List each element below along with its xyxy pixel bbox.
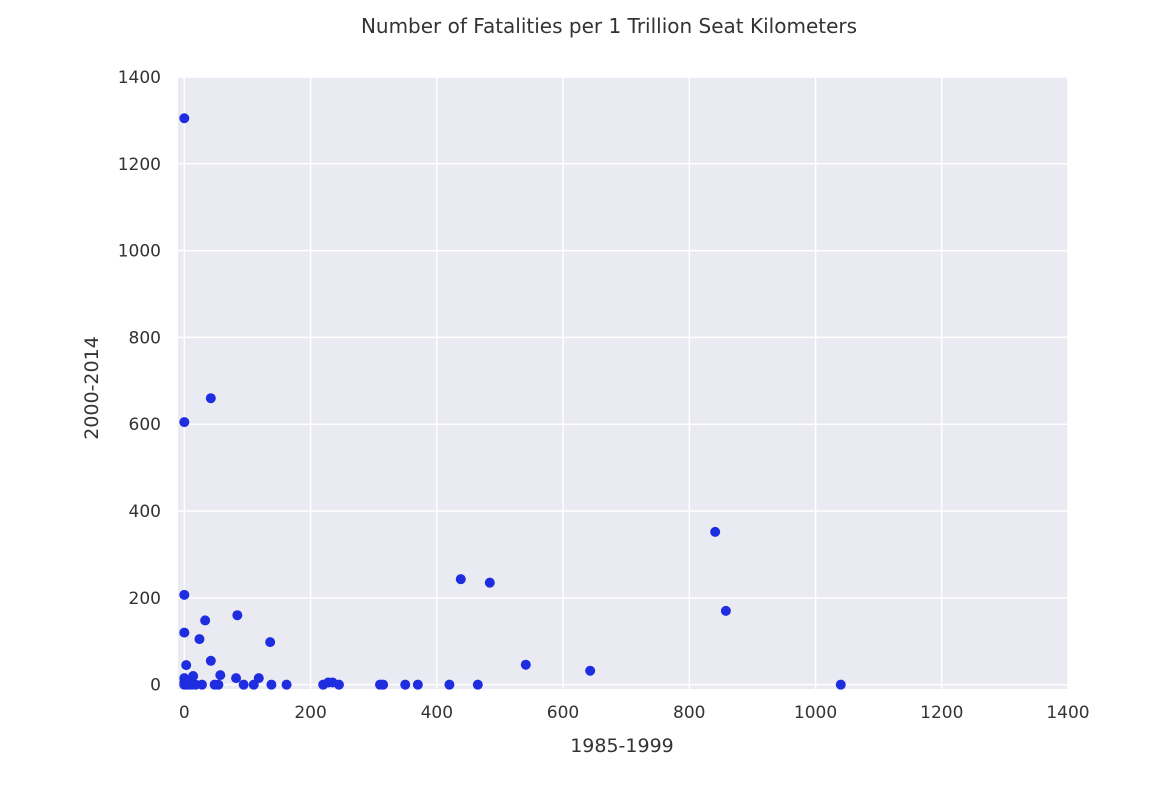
x-tick-label: 0 <box>179 703 190 723</box>
data-point <box>585 665 596 676</box>
x-tick-label: 600 <box>547 703 579 723</box>
data-point <box>231 673 242 684</box>
y-tick-label: 1000 <box>118 242 161 262</box>
data-point <box>232 610 243 621</box>
x-tick-label: 1200 <box>920 703 963 723</box>
y-tick-label: 1400 <box>118 68 161 88</box>
data-point <box>188 670 199 681</box>
data-point <box>412 679 423 690</box>
data-point <box>179 627 190 638</box>
x-tick-label: 200 <box>294 703 326 723</box>
x-axis-label: 1985-1999 <box>570 735 674 757</box>
x-tick-label: 1400 <box>1046 703 1089 723</box>
data-point <box>835 679 846 690</box>
data-point <box>194 634 205 645</box>
data-point <box>253 673 264 684</box>
data-point <box>378 679 389 690</box>
data-point <box>281 679 292 690</box>
y-tick-label: 600 <box>129 415 161 435</box>
y-tick-label: 0 <box>150 676 161 696</box>
data-point <box>710 526 721 537</box>
data-points <box>179 113 846 690</box>
x-tick-label: 400 <box>421 703 453 723</box>
y-tick-label: 800 <box>129 328 161 348</box>
data-point <box>181 660 192 671</box>
y-axis-label: 2000-2014 <box>81 336 103 440</box>
data-point <box>455 574 466 585</box>
data-point <box>333 679 344 690</box>
data-point <box>179 113 190 124</box>
data-point <box>720 605 731 616</box>
tick-labels: 0 200 400 600 800 1000 1200 1400 0 200 400 600 800 10… <box>118 68 1090 723</box>
data-point <box>266 679 277 690</box>
chart-title: Number of Fatalities per 1 Trillion Seat… <box>361 14 857 38</box>
data-point <box>265 637 276 648</box>
y-tick-label: 1200 <box>118 155 161 175</box>
data-point <box>205 393 216 404</box>
data-point <box>179 589 190 600</box>
x-tick-label: 800 <box>673 703 705 723</box>
data-point <box>484 577 495 588</box>
data-point <box>215 670 226 681</box>
data-point <box>179 417 190 428</box>
data-point <box>205 655 216 666</box>
data-point <box>520 659 531 670</box>
x-tick-label: 1000 <box>794 703 837 723</box>
data-point <box>444 679 455 690</box>
y-tick-label: 200 <box>129 589 161 609</box>
data-point <box>400 679 411 690</box>
data-point <box>238 679 249 690</box>
data-point <box>213 679 224 690</box>
y-tick-label: 400 <box>129 502 161 522</box>
data-point <box>196 679 207 690</box>
plot-area-background <box>178 77 1068 689</box>
data-point <box>472 679 483 690</box>
data-point <box>200 615 211 626</box>
